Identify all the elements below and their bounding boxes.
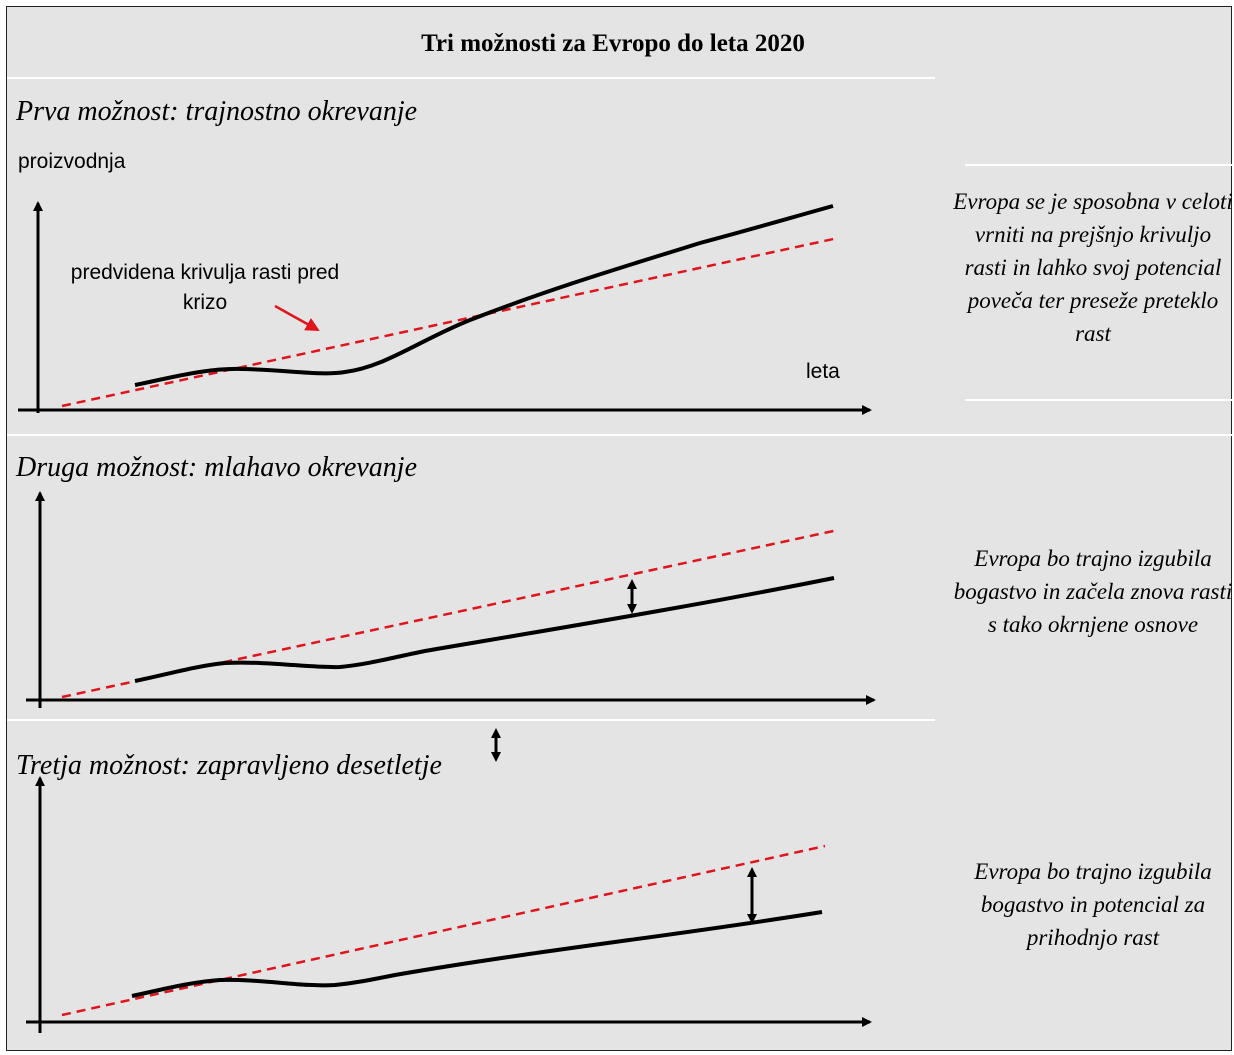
pre-crisis-trend-line: [61, 236, 839, 408]
scenario-3-heading: Tretja možnost: zapravljeno desetletje: [16, 750, 442, 781]
annotation-arrow: [274, 304, 320, 332]
trend-annotation: predvidena krivulja rasti pred krizo: [70, 261, 340, 314]
scenario-1-heading: Prva možnost: trajnostno okrevanje: [16, 96, 418, 127]
output-line: [131, 910, 823, 998]
scenario-2-heading: Druga možnost: mlahavo okrevanje: [16, 452, 418, 483]
x-axis-label: leta: [806, 360, 840, 383]
scenario-2-chart: [26, 491, 876, 708]
y-axis-label: proizvodnja: [18, 150, 126, 173]
scenario-3-chart: [26, 728, 872, 1033]
output-line: [134, 204, 834, 387]
scenario-2-description: Evropa bo trajno izgubila bogastvo in za…: [953, 546, 1233, 637]
scenario-3-description: Evropa bo trajno izgubila bogastvo in po…: [974, 859, 1212, 950]
output-line: [134, 576, 835, 683]
pre-crisis-trend-line: [61, 528, 839, 699]
diagram-title: Tri možnosti za Evropo do leta 2020: [421, 30, 805, 57]
scenario-1-chart: [18, 201, 872, 415]
scenario-1-description: Evropa se je sposobna v celoti vrniti na…: [953, 189, 1233, 346]
pre-crisis-trend-line: [61, 844, 826, 1017]
diagram-frame: [6, 6, 1232, 1051]
